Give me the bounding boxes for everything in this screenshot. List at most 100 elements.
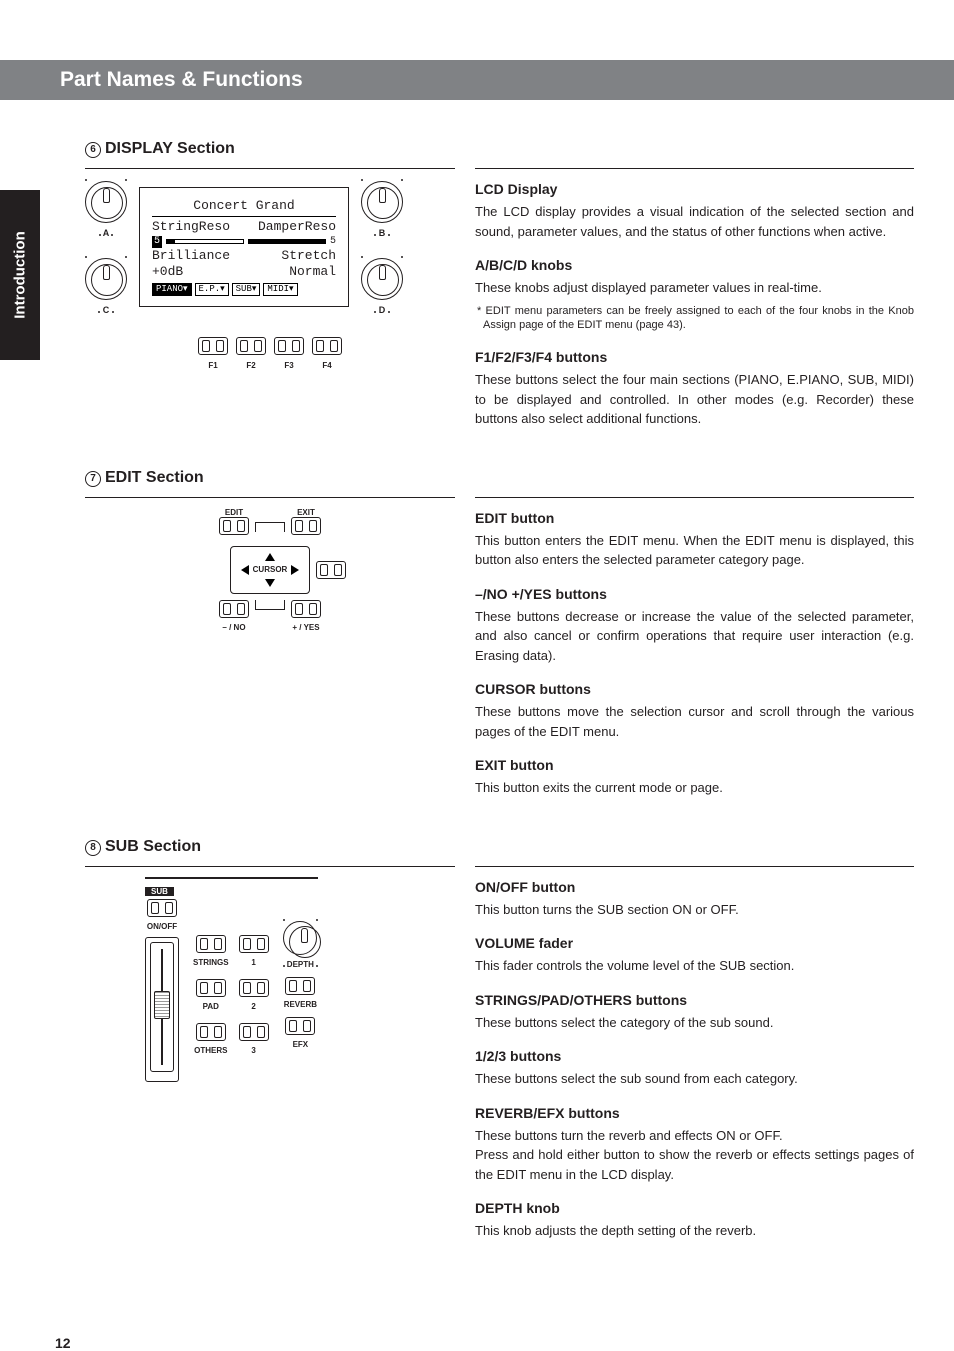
efx-button[interactable] bbox=[285, 1017, 315, 1035]
f2-label: F2 bbox=[236, 361, 266, 370]
sec7-p1: This button enters the EDIT menu. When t… bbox=[475, 531, 914, 570]
minus-button[interactable] bbox=[219, 600, 249, 618]
f1-button[interactable] bbox=[198, 337, 228, 355]
strings-label: STRINGS bbox=[193, 958, 229, 967]
sec7-p3: These buttons move the selection cursor … bbox=[475, 702, 914, 741]
lcd-tab-piano: PIANO▾ bbox=[152, 283, 192, 296]
sec7-p2: These buttons decrease or increase the v… bbox=[475, 607, 914, 666]
sec6-h3: F1/F2/F3/F4 buttons bbox=[475, 347, 914, 368]
f4-button[interactable] bbox=[312, 337, 342, 355]
f2-button[interactable] bbox=[236, 337, 266, 355]
sec8-p2: This fader controls the volume level of … bbox=[475, 956, 914, 976]
num1-label: 1 bbox=[239, 958, 269, 967]
depth-label: DEPTH bbox=[287, 960, 314, 969]
sec6-p2: These knobs adjust displayed parameter v… bbox=[475, 278, 914, 298]
knob-c-label: C bbox=[103, 305, 110, 315]
sub-volume-fader[interactable] bbox=[150, 942, 174, 1072]
sec8-h2: VOLUME fader bbox=[475, 933, 914, 954]
sec6-h1: LCD Display bbox=[475, 179, 914, 200]
sec8-p3: These buttons select the category of the… bbox=[475, 1013, 914, 1033]
sub-onoff-label: ON/OFF bbox=[145, 922, 179, 931]
sec7-head: 7EDIT Section bbox=[85, 469, 914, 487]
others-label: OTHERS bbox=[193, 1046, 229, 1055]
sub-tag: SUB bbox=[145, 887, 174, 896]
lcd-v2: 5 bbox=[330, 236, 336, 249]
reverb-button[interactable] bbox=[285, 977, 315, 995]
knob-b[interactable] bbox=[361, 181, 403, 223]
num2-button[interactable] bbox=[239, 979, 269, 997]
lcd-display: Concert Grand StringResoDamperReso 55 Br… bbox=[139, 187, 349, 307]
lcd-p1: StringReso bbox=[152, 219, 230, 235]
f4-label: F4 bbox=[312, 361, 342, 370]
cursor-right-button[interactable] bbox=[316, 561, 346, 579]
knob-c[interactable] bbox=[85, 258, 127, 300]
sec8-desc: ON/OFF button This button turns the SUB … bbox=[475, 866, 914, 1241]
sec8-h1: ON/OFF button bbox=[475, 877, 914, 898]
cursor-down-icon[interactable] bbox=[265, 579, 275, 587]
sec7-title: EDIT Section bbox=[105, 469, 204, 486]
sec6-num: 6 bbox=[85, 142, 101, 158]
sec8-diagram: SUB ON/OFF STRINGS 1 PAD 2 OTHERS bbox=[85, 866, 455, 1241]
sec7-diagram: EDIT EXIT CURSOR – / NO + / YES bbox=[85, 497, 455, 798]
sec8-num: 8 bbox=[85, 840, 101, 856]
page-number: 12 bbox=[55, 1335, 71, 1351]
sec7-desc: EDIT button This button enters the EDIT … bbox=[475, 497, 914, 798]
sec7-h2: –/NO +/YES buttons bbox=[475, 584, 914, 605]
minus-label: – / NO bbox=[219, 623, 249, 632]
lcd-tab-sub: SUB▾ bbox=[232, 283, 261, 296]
sec6-p1: The LCD display provides a visual indica… bbox=[475, 202, 914, 241]
knob-d[interactable] bbox=[361, 258, 403, 300]
sec8-head: 8SUB Section bbox=[85, 838, 914, 856]
sec6-title: DISPLAY Section bbox=[105, 140, 235, 157]
sec6-desc: LCD Display The LCD display provides a v… bbox=[475, 168, 914, 429]
sec8-p6: This knob adjusts the depth setting of t… bbox=[475, 1221, 914, 1241]
sec7-h3: CURSOR buttons bbox=[475, 679, 914, 700]
sec7-num: 7 bbox=[85, 471, 101, 487]
exit-button[interactable] bbox=[291, 517, 321, 535]
lcd-v4: Normal bbox=[289, 264, 336, 280]
sub-onoff-button[interactable] bbox=[147, 899, 177, 917]
sec7-h4: EXIT button bbox=[475, 755, 914, 776]
cursor-up-icon[interactable] bbox=[265, 553, 275, 561]
sec7-p4: This button exits the current mode or pa… bbox=[475, 778, 914, 798]
f1-label: F1 bbox=[198, 361, 228, 370]
depth-knob[interactable] bbox=[283, 921, 317, 955]
others-button[interactable] bbox=[196, 1023, 226, 1041]
edit-button[interactable] bbox=[219, 517, 249, 535]
strings-button[interactable] bbox=[196, 935, 226, 953]
knob-a-label: A bbox=[103, 228, 109, 238]
pad-button[interactable] bbox=[196, 979, 226, 997]
sec8-p5a: These buttons turn the reverb and effect… bbox=[475, 1126, 914, 1146]
lcd-tab-midi: MIDI▾ bbox=[263, 283, 297, 296]
num2-label: 2 bbox=[239, 1002, 269, 1011]
cursor-pad: CURSOR bbox=[230, 546, 311, 594]
num3-label: 3 bbox=[239, 1046, 269, 1055]
cursor-left-icon[interactable] bbox=[241, 565, 249, 575]
page-banner: Part Names & Functions bbox=[0, 60, 954, 100]
plus-button[interactable] bbox=[291, 600, 321, 618]
cursor-label: CURSOR bbox=[253, 565, 288, 574]
sec8-h3: STRINGS/PAD/OTHERS buttons bbox=[475, 990, 914, 1011]
lcd-p2: DamperReso bbox=[258, 219, 336, 235]
sec8-h4: 1/2/3 buttons bbox=[475, 1046, 914, 1067]
efx-label: EFX bbox=[285, 1040, 315, 1049]
sec8-p5b: Press and hold either button to show the… bbox=[475, 1145, 914, 1184]
knob-a[interactable] bbox=[85, 181, 127, 223]
sec8-h6: DEPTH knob bbox=[475, 1198, 914, 1219]
lcd-v1: 5 bbox=[152, 236, 162, 249]
sec8-h5: REVERB/EFX buttons bbox=[475, 1103, 914, 1124]
knob-b-label: B bbox=[379, 228, 386, 238]
cursor-right-icon[interactable] bbox=[291, 565, 299, 575]
lcd-p4: Stretch bbox=[281, 248, 336, 264]
sec8-p1: This button turns the SUB section ON or … bbox=[475, 900, 914, 920]
sec6-diagram: A C Concert Grand StringResoDamperReso 5… bbox=[85, 168, 455, 429]
knob-d-label: D bbox=[379, 305, 386, 315]
f3-button[interactable] bbox=[274, 337, 304, 355]
sec8-title: SUB Section bbox=[105, 838, 201, 855]
sec6-h2: A/B/C/D knobs bbox=[475, 255, 914, 276]
pad-label: PAD bbox=[193, 1002, 229, 1011]
sec6-note: * EDIT menu parameters can be freely ass… bbox=[475, 304, 914, 334]
sec6-p3: These buttons select the four main secti… bbox=[475, 370, 914, 429]
num1-button[interactable] bbox=[239, 935, 269, 953]
num3-button[interactable] bbox=[239, 1023, 269, 1041]
